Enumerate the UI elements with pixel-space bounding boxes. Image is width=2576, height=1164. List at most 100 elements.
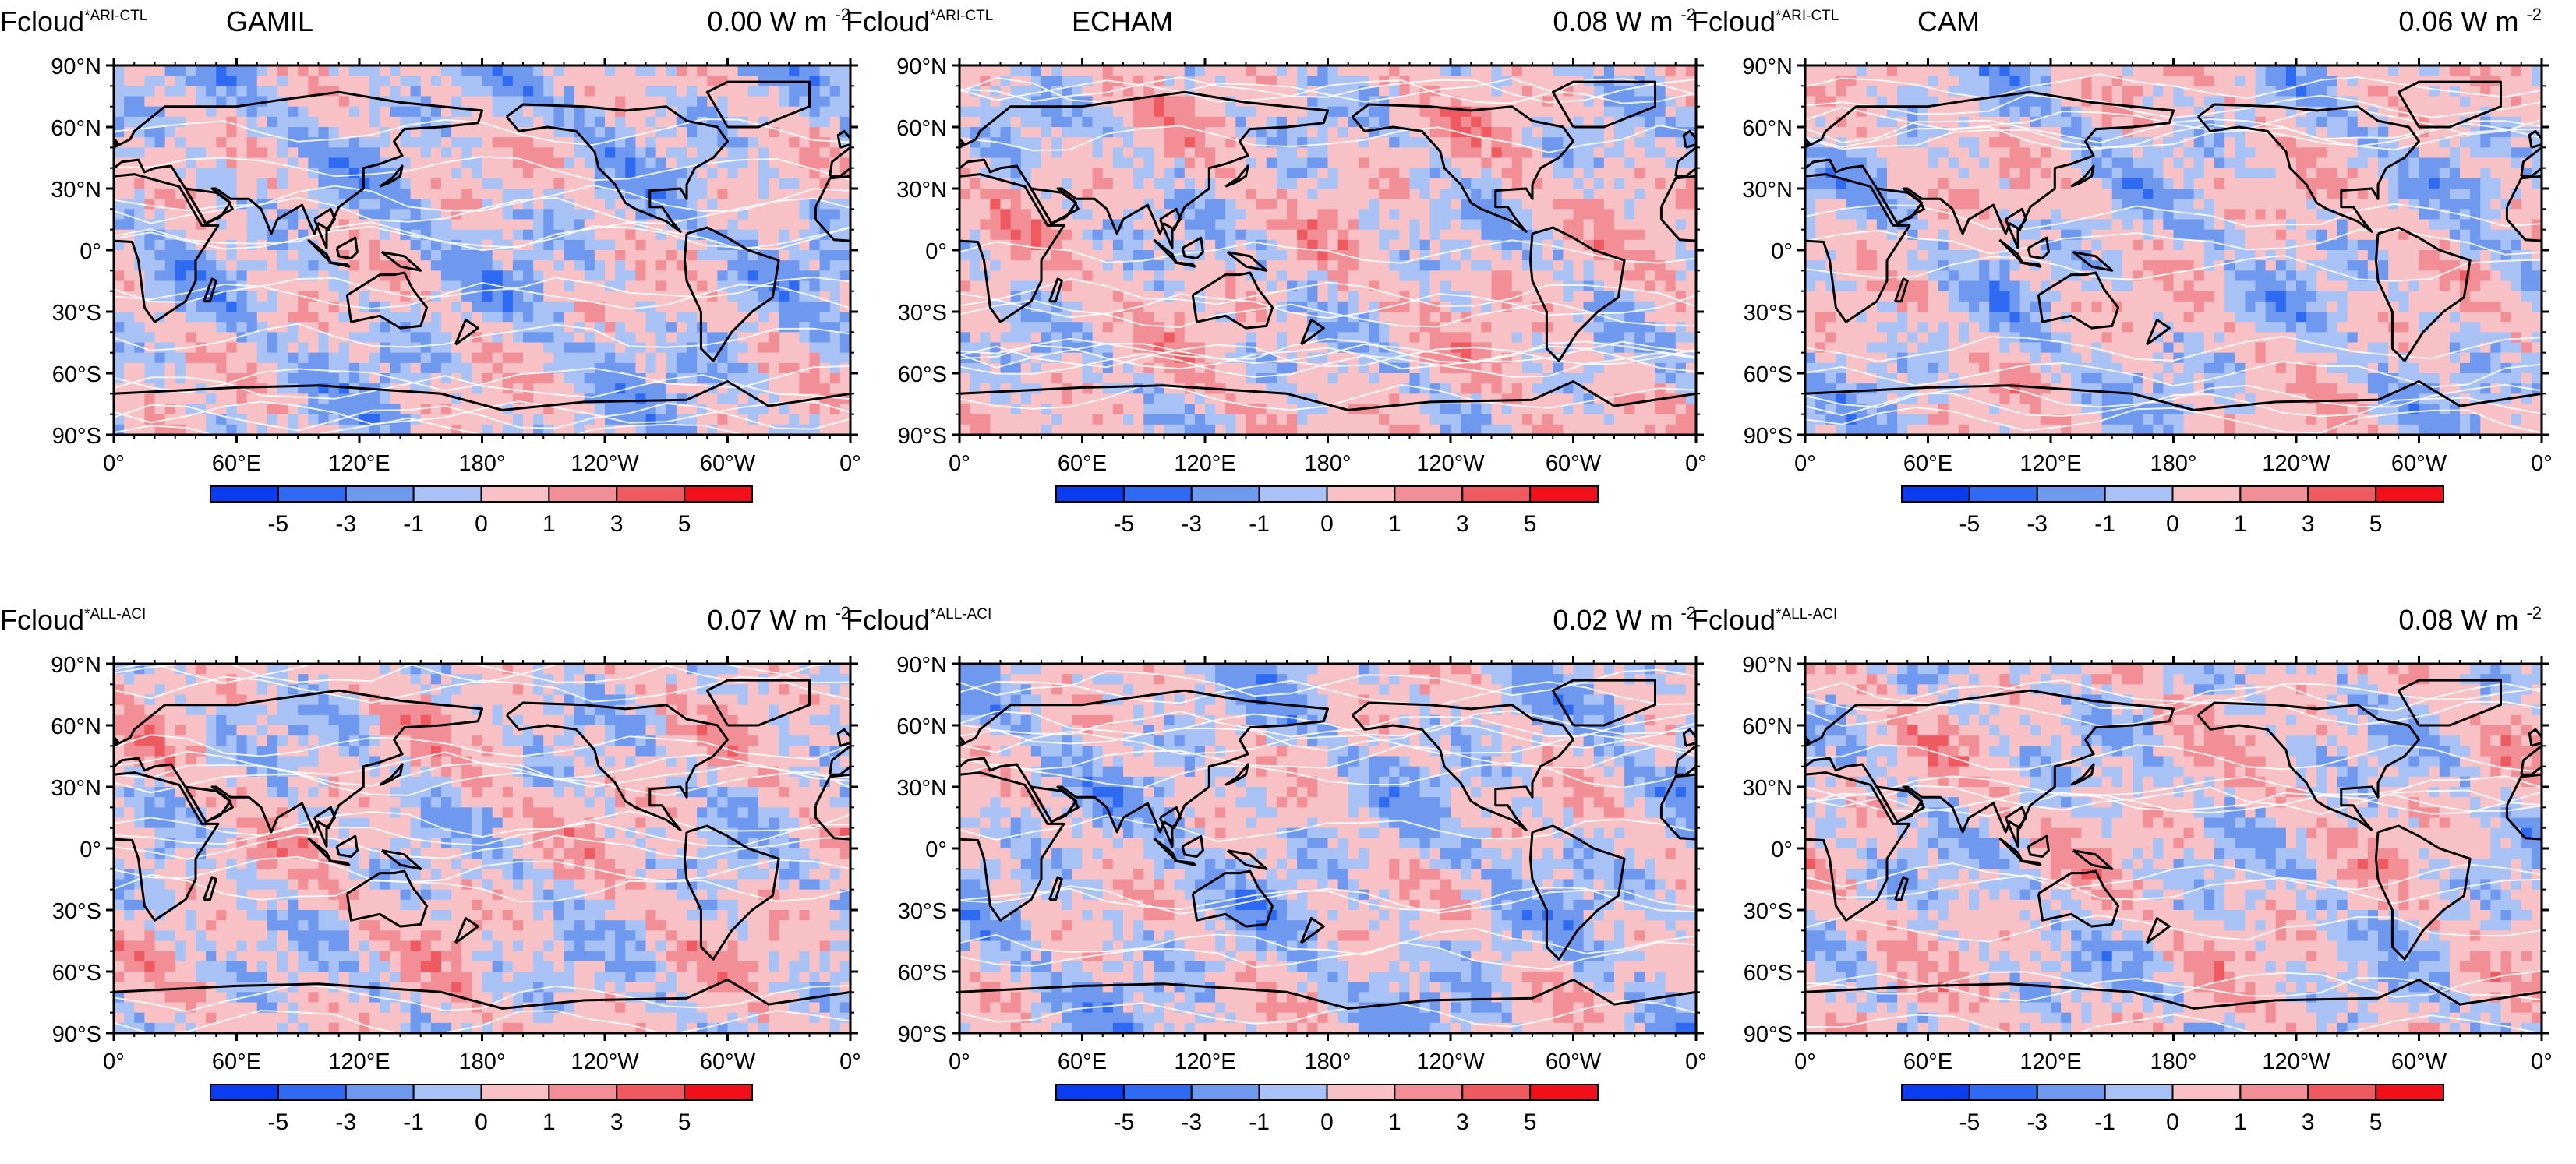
coastline <box>335 236 359 259</box>
field-cell <box>737 209 749 220</box>
field-cell <box>1379 116 1390 128</box>
field-cell <box>1451 199 1461 210</box>
field-cell <box>1112 332 1124 344</box>
field-cell <box>564 250 575 261</box>
field-cell <box>1102 301 1114 312</box>
field-cell <box>990 373 1002 384</box>
field-cell <box>758 65 769 76</box>
field-cell <box>1583 209 1595 220</box>
field-cell <box>114 189 125 199</box>
field-cell <box>1614 229 1625 241</box>
field-cell <box>1020 270 1032 282</box>
field-cell <box>655 76 667 86</box>
field-cell <box>1235 199 1247 210</box>
field-cell <box>1123 178 1134 189</box>
field-cell <box>196 393 207 405</box>
field-cell <box>584 260 595 271</box>
field-cell <box>1348 362 1359 374</box>
field-cell <box>666 270 677 282</box>
field-cell <box>553 270 565 282</box>
field-cell <box>288 312 299 323</box>
field-cell <box>533 229 544 241</box>
field-cell <box>246 270 258 282</box>
field-cell <box>727 352 739 364</box>
field-cell <box>1266 209 1277 220</box>
field-cell <box>584 96 595 108</box>
global-mean-value: 0.00 W m <box>707 5 835 37</box>
field-cell <box>615 280 626 292</box>
field-cell <box>687 86 698 97</box>
field-cell <box>687 199 698 210</box>
field-cell <box>666 404 677 415</box>
field-cell <box>1215 106 1226 118</box>
panel-variable-label: Fcloud*ARI-CTL <box>846 5 993 37</box>
coastline <box>328 261 351 268</box>
field-cell <box>584 342 595 354</box>
field-cell <box>564 219 575 231</box>
field-cell <box>980 199 991 210</box>
field-cell <box>492 178 504 189</box>
field-cell <box>175 86 186 97</box>
field-cell <box>1092 362 1104 374</box>
field-cell <box>1225 342 1236 354</box>
field-cell <box>502 178 514 189</box>
field-cell <box>1451 322 1461 333</box>
field-cell <box>196 362 207 374</box>
field-cell <box>1511 239 1523 251</box>
field-cell <box>1133 332 1144 344</box>
field-cell <box>1276 137 1288 148</box>
field-cell <box>1665 239 1677 251</box>
field-cell <box>1246 332 1257 344</box>
field-cell <box>1010 219 1022 231</box>
field-cell <box>523 178 534 189</box>
field-cell <box>492 229 504 241</box>
field-cell <box>1215 137 1226 148</box>
field-cell <box>308 178 320 189</box>
field-cell <box>1256 239 1267 251</box>
field-cell <box>430 362 442 374</box>
field-cell <box>789 332 800 344</box>
colorbar-swatch <box>480 485 550 503</box>
field-cell <box>185 178 196 189</box>
field-cell <box>369 116 380 128</box>
field-cell <box>175 239 186 251</box>
field-cell <box>645 332 657 344</box>
field-cell <box>1225 116 1236 128</box>
field-cell <box>226 301 238 312</box>
field-cell <box>1399 189 1411 199</box>
field-cell <box>1256 168 1267 179</box>
field-cell <box>1553 342 1564 354</box>
field-cell <box>1041 270 1052 282</box>
field-cell <box>553 414 565 425</box>
field-cell <box>196 96 207 108</box>
field-cell <box>256 260 268 271</box>
field-cell <box>635 260 647 271</box>
field-cell <box>625 96 636 108</box>
field-cell <box>574 229 585 241</box>
field-cell <box>318 106 330 118</box>
field-cell <box>1327 106 1339 118</box>
field-cell <box>430 116 442 128</box>
field-cell <box>1532 209 1543 220</box>
field-cell <box>1379 322 1390 333</box>
field-cell <box>687 342 698 354</box>
field-cell <box>1481 168 1493 179</box>
field-cell <box>216 65 227 76</box>
field-cell <box>1143 189 1154 199</box>
field-cell <box>430 260 442 271</box>
field-cell <box>717 352 729 364</box>
field-cell <box>1655 116 1666 128</box>
field-cell <box>625 86 636 97</box>
lat-tick-label: 0° <box>80 239 101 264</box>
colorbar-swatch <box>616 485 686 503</box>
field-cell <box>420 352 432 364</box>
field-cell <box>256 86 268 97</box>
field-cell <box>1164 189 1175 199</box>
field-cell <box>1583 116 1595 128</box>
field-cell <box>502 393 514 405</box>
field-cell <box>1000 209 1012 220</box>
field-cell <box>779 86 790 97</box>
field-cell <box>1563 322 1574 333</box>
field-cell <box>1409 137 1421 148</box>
field-cell <box>1143 86 1154 97</box>
